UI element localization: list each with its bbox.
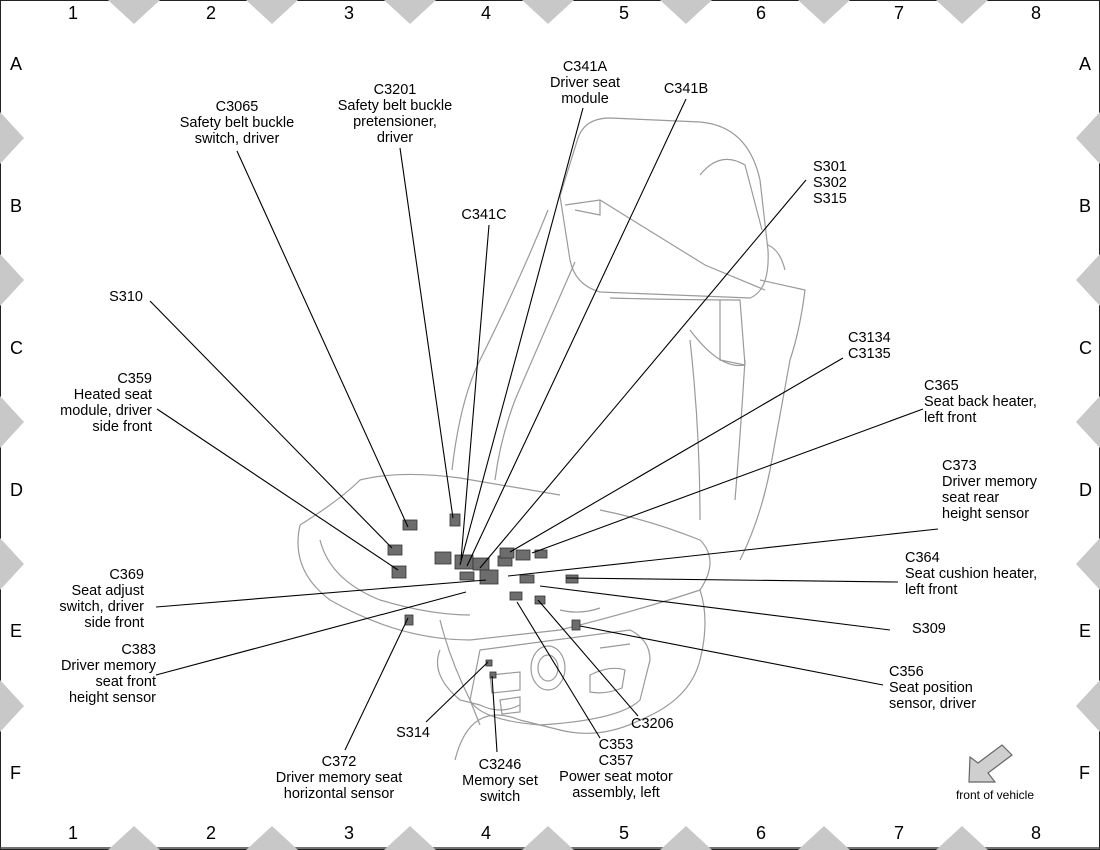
grid-col-2-top: 2 <box>205 3 217 23</box>
grid-row-e-left: E <box>10 621 23 641</box>
front-of-vehicle-arrow <box>968 744 1013 783</box>
front-of-vehicle-caption: front of vehicle <box>955 788 1035 802</box>
grid-row-f-right: F <box>1079 763 1090 783</box>
label-c373: C373 Driver memory seat rear height sensor <box>942 458 1038 522</box>
grid-col-1-top: 1 <box>67 3 79 23</box>
label-s314: S314 <box>396 725 430 741</box>
grid-row-c-right: C <box>1079 338 1092 358</box>
grid-col-6-bottom: 6 <box>755 823 767 843</box>
grid-row-d-right: D <box>1079 480 1092 500</box>
grid-row-d-left: D <box>10 480 23 500</box>
label-s310: S310 <box>109 289 143 305</box>
seat-drawing <box>297 117 806 761</box>
grid-row-b-right: B <box>1079 196 1092 216</box>
label-c3065: C3065 Safety belt buckle switch, driver <box>179 99 295 147</box>
label-c341b: C341B <box>663 81 709 97</box>
grid-col-4-top: 4 <box>480 3 492 23</box>
grid-col-5-top: 5 <box>618 3 630 23</box>
label-c356: C356 Seat position sensor, driver <box>889 664 977 712</box>
leader-lines <box>149 98 939 753</box>
connector-blocks <box>387 513 581 679</box>
label-c3246: C3246 Memory set switch <box>462 757 538 805</box>
label-c341c: C341C <box>461 207 507 223</box>
grid-row-a-left: A <box>10 54 23 74</box>
label-c365: C365 Seat back heater, left front <box>924 378 1037 426</box>
grid-col-3-bottom: 3 <box>343 823 355 843</box>
label-c383: C383 Driver memory seat front height sensor <box>60 642 156 706</box>
grid-col-5-bottom: 5 <box>618 823 630 843</box>
grid-col-2-bottom: 2 <box>205 823 217 843</box>
label-c369: C369 Seat adjust switch, driver side front <box>59 567 144 631</box>
label-c341a: C341A Driver seat module <box>549 59 621 107</box>
grid-col-1-bottom: 1 <box>67 823 79 843</box>
grid-row-c-left: C <box>10 338 23 358</box>
label-c359: C359 Heated seat module, driver side front <box>60 371 152 435</box>
label-c3134: C3134 C3135 <box>848 330 891 362</box>
grid-col-8-bottom: 8 <box>1030 823 1042 843</box>
grid-row-a-right: A <box>1079 54 1092 74</box>
grid-col-8-top: 8 <box>1030 3 1042 23</box>
grid-row-f-left: F <box>10 763 21 783</box>
label-s309: S309 <box>912 621 946 637</box>
grid-col-7-bottom: 7 <box>893 823 905 843</box>
grid-col-7-top: 7 <box>893 3 905 23</box>
grid-col-4-bottom: 4 <box>480 823 492 843</box>
grid-row-e-right: E <box>1079 621 1092 641</box>
label-c353: C353 C357 Power seat motor assembly, left <box>559 737 673 801</box>
label-c3201: C3201 Safety belt buckle pretensioner, driv… <box>337 82 453 146</box>
grid-col-6-top: 6 <box>755 3 767 23</box>
label-c3206: C3206 <box>631 716 674 732</box>
label-s301: S301 S302 S315 <box>813 159 847 207</box>
grid-row-b-left: B <box>10 196 23 216</box>
grid-col-3-top: 3 <box>343 3 355 23</box>
label-c364: C364 Seat cushion heater, left front <box>905 550 1038 598</box>
label-c372: C372 Driver memory seat horizontal sensor <box>275 754 403 802</box>
